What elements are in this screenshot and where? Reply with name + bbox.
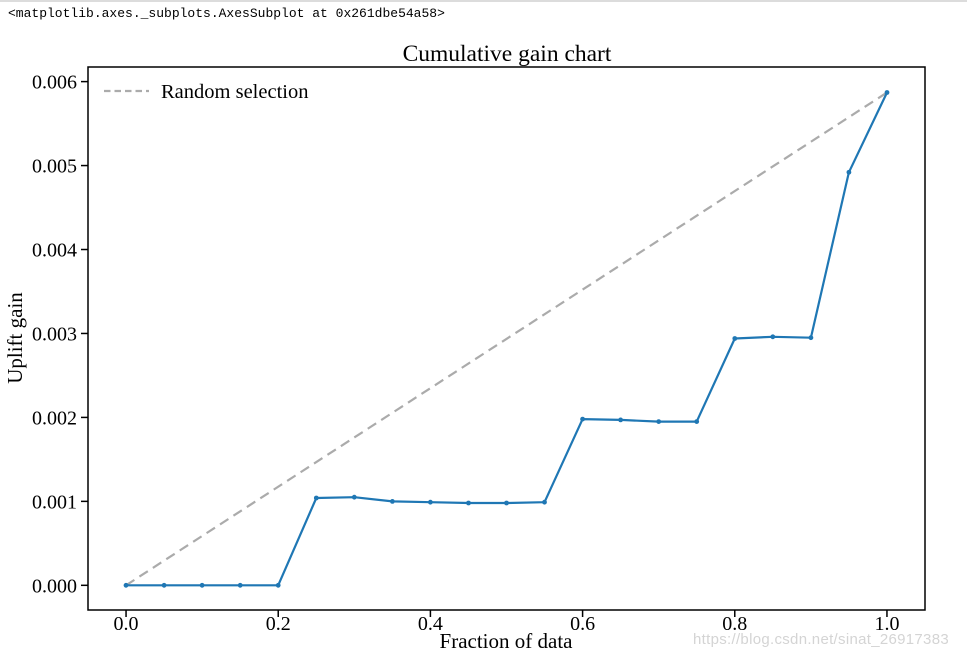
y-tick-label: 0.000 bbox=[32, 575, 77, 597]
y-tick-label: 0.001 bbox=[32, 491, 77, 513]
legend-entry-label: Random selection bbox=[161, 81, 308, 103]
x-tick-label: 0.2 bbox=[266, 613, 291, 635]
y-tick-label: 0.002 bbox=[32, 407, 77, 429]
uplift-gain-curve-marker bbox=[542, 499, 547, 505]
uplift-gain-curve-marker bbox=[275, 582, 281, 588]
uplift-gain-curve-marker bbox=[351, 494, 357, 500]
uplift-gain-curve-marker bbox=[199, 582, 205, 588]
random-selection-line bbox=[125, 91, 888, 587]
uplift-gain-curve-marker bbox=[466, 500, 471, 506]
x-tick-label: 1.0 bbox=[874, 613, 899, 635]
uplift-gain-curve-marker bbox=[770, 334, 776, 340]
y-tick-label: 0.003 bbox=[32, 323, 77, 345]
x-axis-ticks: 0.0 0.2 0.4 0.6 0.8 1.0 bbox=[114, 610, 899, 635]
x-tick-label: 0.0 bbox=[114, 613, 139, 635]
uplift-gain-curve-marker bbox=[123, 582, 129, 588]
page-top-border bbox=[0, 0, 967, 2]
x-tick-label: 0.6 bbox=[570, 613, 595, 635]
plot-area-spines bbox=[87, 66, 926, 611]
uplift-gain-curve-marker bbox=[237, 582, 243, 588]
legend: Random selection bbox=[104, 81, 308, 103]
uplift-gain-curve-marker bbox=[580, 416, 585, 422]
uplift-gain-curve-marker bbox=[732, 336, 738, 341]
uplift-gain-curve-marker bbox=[808, 335, 814, 341]
x-tick-label: 0.4 bbox=[418, 613, 443, 635]
y-axis-label: Uplift gain bbox=[3, 292, 27, 384]
uplift-gain-curve-marker bbox=[161, 582, 167, 588]
uplift-gain-curve-marker bbox=[846, 169, 852, 175]
uplift-gain-curve-marker bbox=[694, 419, 700, 424]
uplift-gain-curve-marker bbox=[618, 417, 623, 423]
uplift-gain-curve-marker bbox=[313, 495, 319, 501]
uplift-gain-curve-marker bbox=[504, 500, 509, 506]
y-tick-label: 0.006 bbox=[32, 72, 77, 94]
uplift-gain-curve-marker bbox=[390, 499, 395, 504]
uplift-gain-curve-marker bbox=[428, 499, 433, 505]
chart-title: Cumulative gain chart bbox=[403, 41, 612, 67]
y-tick-label: 0.004 bbox=[32, 240, 77, 262]
series-lines bbox=[123, 90, 890, 588]
x-tick-label: 0.8 bbox=[722, 613, 747, 635]
uplift-gain-curve-marker bbox=[884, 90, 890, 95]
csdn-watermark: https://blog.csdn.net/sinat_26917383 bbox=[693, 631, 949, 648]
uplift-gain-curve-marker bbox=[656, 419, 662, 424]
x-axis-label: Fraction of data bbox=[440, 629, 574, 653]
y-tick-label: 0.005 bbox=[32, 156, 77, 178]
y-axis-ticks: 0.000 0.001 0.002 0.003 0.004 0.005 0.006 bbox=[32, 72, 88, 597]
matplotlib-repr-text: <matplotlib.axes._subplots.AxesSubplot a… bbox=[8, 6, 445, 21]
